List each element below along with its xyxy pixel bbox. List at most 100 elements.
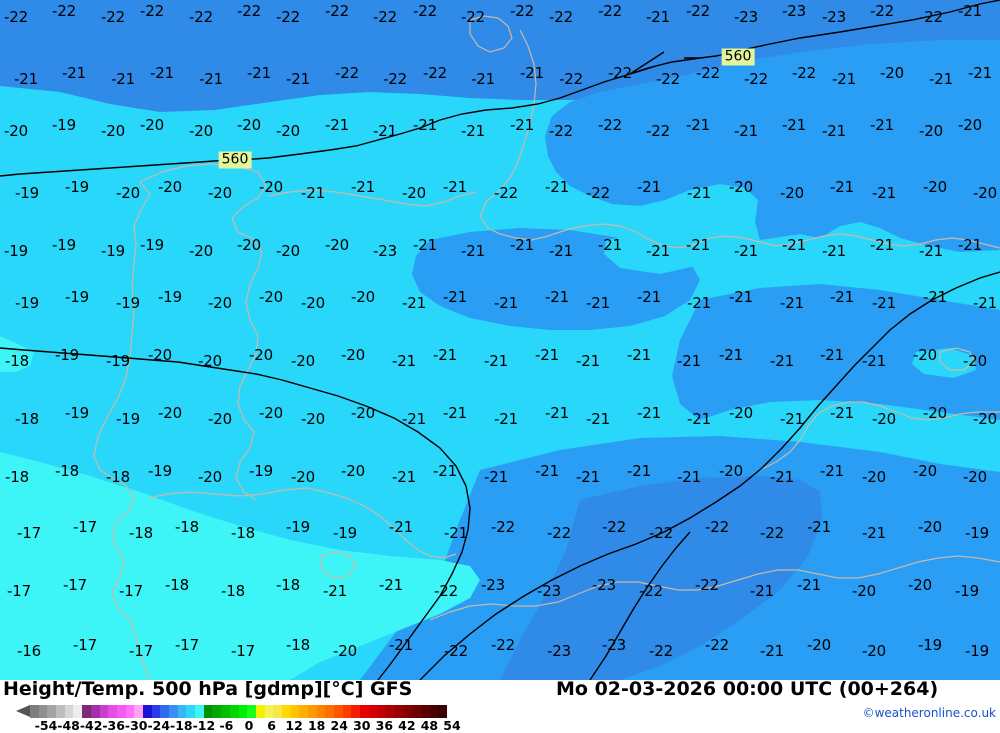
temperature-value-label: -21	[686, 116, 710, 134]
colorbar-swatch	[342, 705, 352, 718]
temperature-value-label: -21	[586, 294, 610, 312]
colorbar-swatch	[394, 705, 404, 718]
temperature-value-label: -21	[494, 410, 518, 428]
colorbar-left-arrow	[16, 705, 30, 717]
temperature-value-label: -22	[434, 582, 458, 600]
temperature-value-label: -20	[237, 236, 261, 254]
temperature-value-label: -20	[301, 294, 325, 312]
temperature-value-label: -22	[608, 64, 632, 82]
temperature-value-label: -21	[919, 242, 943, 260]
colorbar-swatch	[56, 705, 65, 718]
temperature-value-label: -20	[780, 184, 804, 202]
temperature-value-label: -20	[973, 184, 997, 202]
temperature-value-label: -21	[443, 288, 467, 306]
colorbar-tick: 48	[420, 718, 439, 733]
temperature-value-label: -21	[379, 576, 403, 594]
colorbar-tick: -24	[147, 718, 171, 733]
footer: Height/Temp. 500 hPa [gdmp][°C] GFS Mo 0…	[0, 678, 1000, 733]
shade-region-lightcyan-main	[0, 452, 480, 680]
temperature-value-label: -17	[175, 636, 199, 654]
colorbar-swatch	[308, 705, 317, 718]
temperature-value-label: -21	[637, 404, 661, 422]
coastline-biscay	[267, 189, 477, 207]
temperature-value-label: -18	[55, 462, 79, 480]
temperature-value-label: -21	[820, 346, 844, 364]
temperature-value-label: -21	[870, 116, 894, 134]
colorbar-tick: 0	[244, 718, 254, 733]
temperature-value-label: -20	[923, 404, 947, 422]
temperature-value-label: -21	[247, 64, 271, 82]
temperature-value-label: -21	[832, 70, 856, 88]
temperature-value-label: -21	[443, 404, 467, 422]
temperature-value-label: -19	[249, 462, 273, 480]
temperature-value-label: -21	[461, 242, 485, 260]
temperature-value-label: -20	[913, 462, 937, 480]
temperature-value-label: -22	[744, 70, 768, 88]
temperature-value-label: -20	[4, 122, 28, 140]
temperature-value-label: -22	[649, 642, 673, 660]
temperature-value-label: -21	[549, 242, 573, 260]
temperature-value-label: -20	[259, 404, 283, 422]
temperature-value-label: -19	[148, 462, 172, 480]
temperature-value-label: -19	[158, 288, 182, 306]
shade-region-blue-deep-lowright	[500, 476, 822, 680]
map-canvas[interactable]: 560 560 -22 -22 -22 -22 -22 -22 -22 -22 -22 -22 -2…	[0, 0, 1000, 680]
isoline-height-label: 560	[218, 151, 252, 169]
temperature-value-label: -21	[150, 64, 174, 82]
colorbar-tick: 42	[398, 718, 416, 733]
temperature-value-label: -21	[484, 468, 508, 486]
temperature-value-label: -17	[73, 636, 97, 654]
temperature-value-label: -22	[919, 8, 943, 26]
temperature-value-label: -21	[830, 404, 854, 422]
colorbar-tick: -48	[57, 718, 80, 733]
coastline-island-detail-2	[939, 347, 975, 371]
colorbar-swatch	[325, 705, 335, 718]
colorbar-swatch	[438, 705, 447, 718]
temperature-value-label: -23	[782, 2, 806, 20]
coastline-north-bay	[139, 163, 267, 239]
colorbar-swatch	[82, 705, 91, 718]
temperature-value-label: -21	[637, 288, 661, 306]
colorbar-swatch	[420, 705, 430, 718]
temperature-value-label: -21	[677, 352, 701, 370]
temperature-value-label: -23	[481, 576, 505, 594]
temperature-value-label: -20	[291, 352, 315, 370]
model-run-timestamp: Mo 02-03-2026 00:00 UTC (00+264)	[556, 678, 939, 700]
temperature-value-label: -21	[444, 524, 468, 542]
isoline-560-north-west	[239, 65, 657, 161]
colorbar-swatch	[125, 705, 135, 718]
temperature-value-label: -20	[351, 288, 375, 306]
temperature-value-label: -22	[602, 518, 626, 536]
coastline-italy	[759, 401, 1000, 471]
temperature-value-label: -22	[461, 8, 485, 26]
temperature-value-label: -20	[208, 410, 232, 428]
temperature-value-label: -21	[719, 346, 743, 364]
temperature-value-label: -21	[402, 410, 426, 428]
colorbar-swatch	[116, 705, 126, 718]
temperature-value-label: -21	[627, 462, 651, 480]
temperature-value-label: -21	[535, 462, 559, 480]
temperature-value-label: -19	[65, 178, 89, 196]
temperature-value-label: -19	[106, 352, 130, 370]
temperature-value-label: -19	[116, 410, 140, 428]
temperature-value-label: -22	[276, 8, 300, 26]
shade-region-cyan-patch-b	[330, 170, 440, 214]
temperature-value-label: -17	[63, 576, 87, 594]
temperature-value-label: -21	[830, 178, 854, 196]
temperature-value-label: -21	[820, 462, 844, 480]
colorbar-tick: -30	[124, 718, 148, 733]
colorbar-tick: 12	[285, 718, 303, 733]
temperature-value-label: -22	[549, 122, 573, 140]
temperature-value-label: -21	[576, 352, 600, 370]
temperature-value-label: -22	[423, 64, 447, 82]
shade-region-blue-east	[545, 40, 1000, 252]
temperature-value-label: -22	[237, 2, 261, 20]
temperature-value-label: -20	[729, 404, 753, 422]
temperature-value-label: -21	[62, 64, 86, 82]
temperature-value-label: -21	[323, 582, 347, 600]
temperature-value-label: -21	[433, 462, 457, 480]
colorbar-swatch	[403, 705, 413, 718]
temperature-value-label: -22	[686, 2, 710, 20]
temperature-value-label: -19	[333, 524, 357, 542]
temperature-value-label: -20	[276, 242, 300, 260]
